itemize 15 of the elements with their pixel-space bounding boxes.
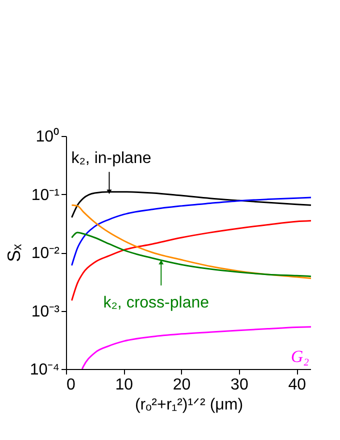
y-tick-label: 10⁰	[36, 128, 60, 146]
y-tick-label: 10⁻³	[31, 303, 60, 320]
x-tick-label: 30	[230, 376, 248, 394]
annotation: k₂, in-plane	[71, 150, 152, 167]
y-tick-label: 10⁻²	[31, 245, 60, 262]
x-tick-label: 20	[172, 376, 191, 394]
x-tick-label: 40	[288, 376, 306, 394]
y-axis-title: Sₓ	[4, 244, 24, 262]
x-tick-label: 10	[115, 376, 134, 394]
y-tick-label: 10⁻⁴	[30, 362, 60, 378]
y-tick-label: 10⁻¹	[31, 186, 60, 204]
x-tick-label: 0	[66, 376, 76, 394]
series-label: G₂	[290, 346, 310, 366]
annotation: k₂, cross-plane	[103, 294, 210, 312]
x-axis-title: (rₒ²+r₁²)¹ᐟ² (μm)	[134, 396, 244, 414]
